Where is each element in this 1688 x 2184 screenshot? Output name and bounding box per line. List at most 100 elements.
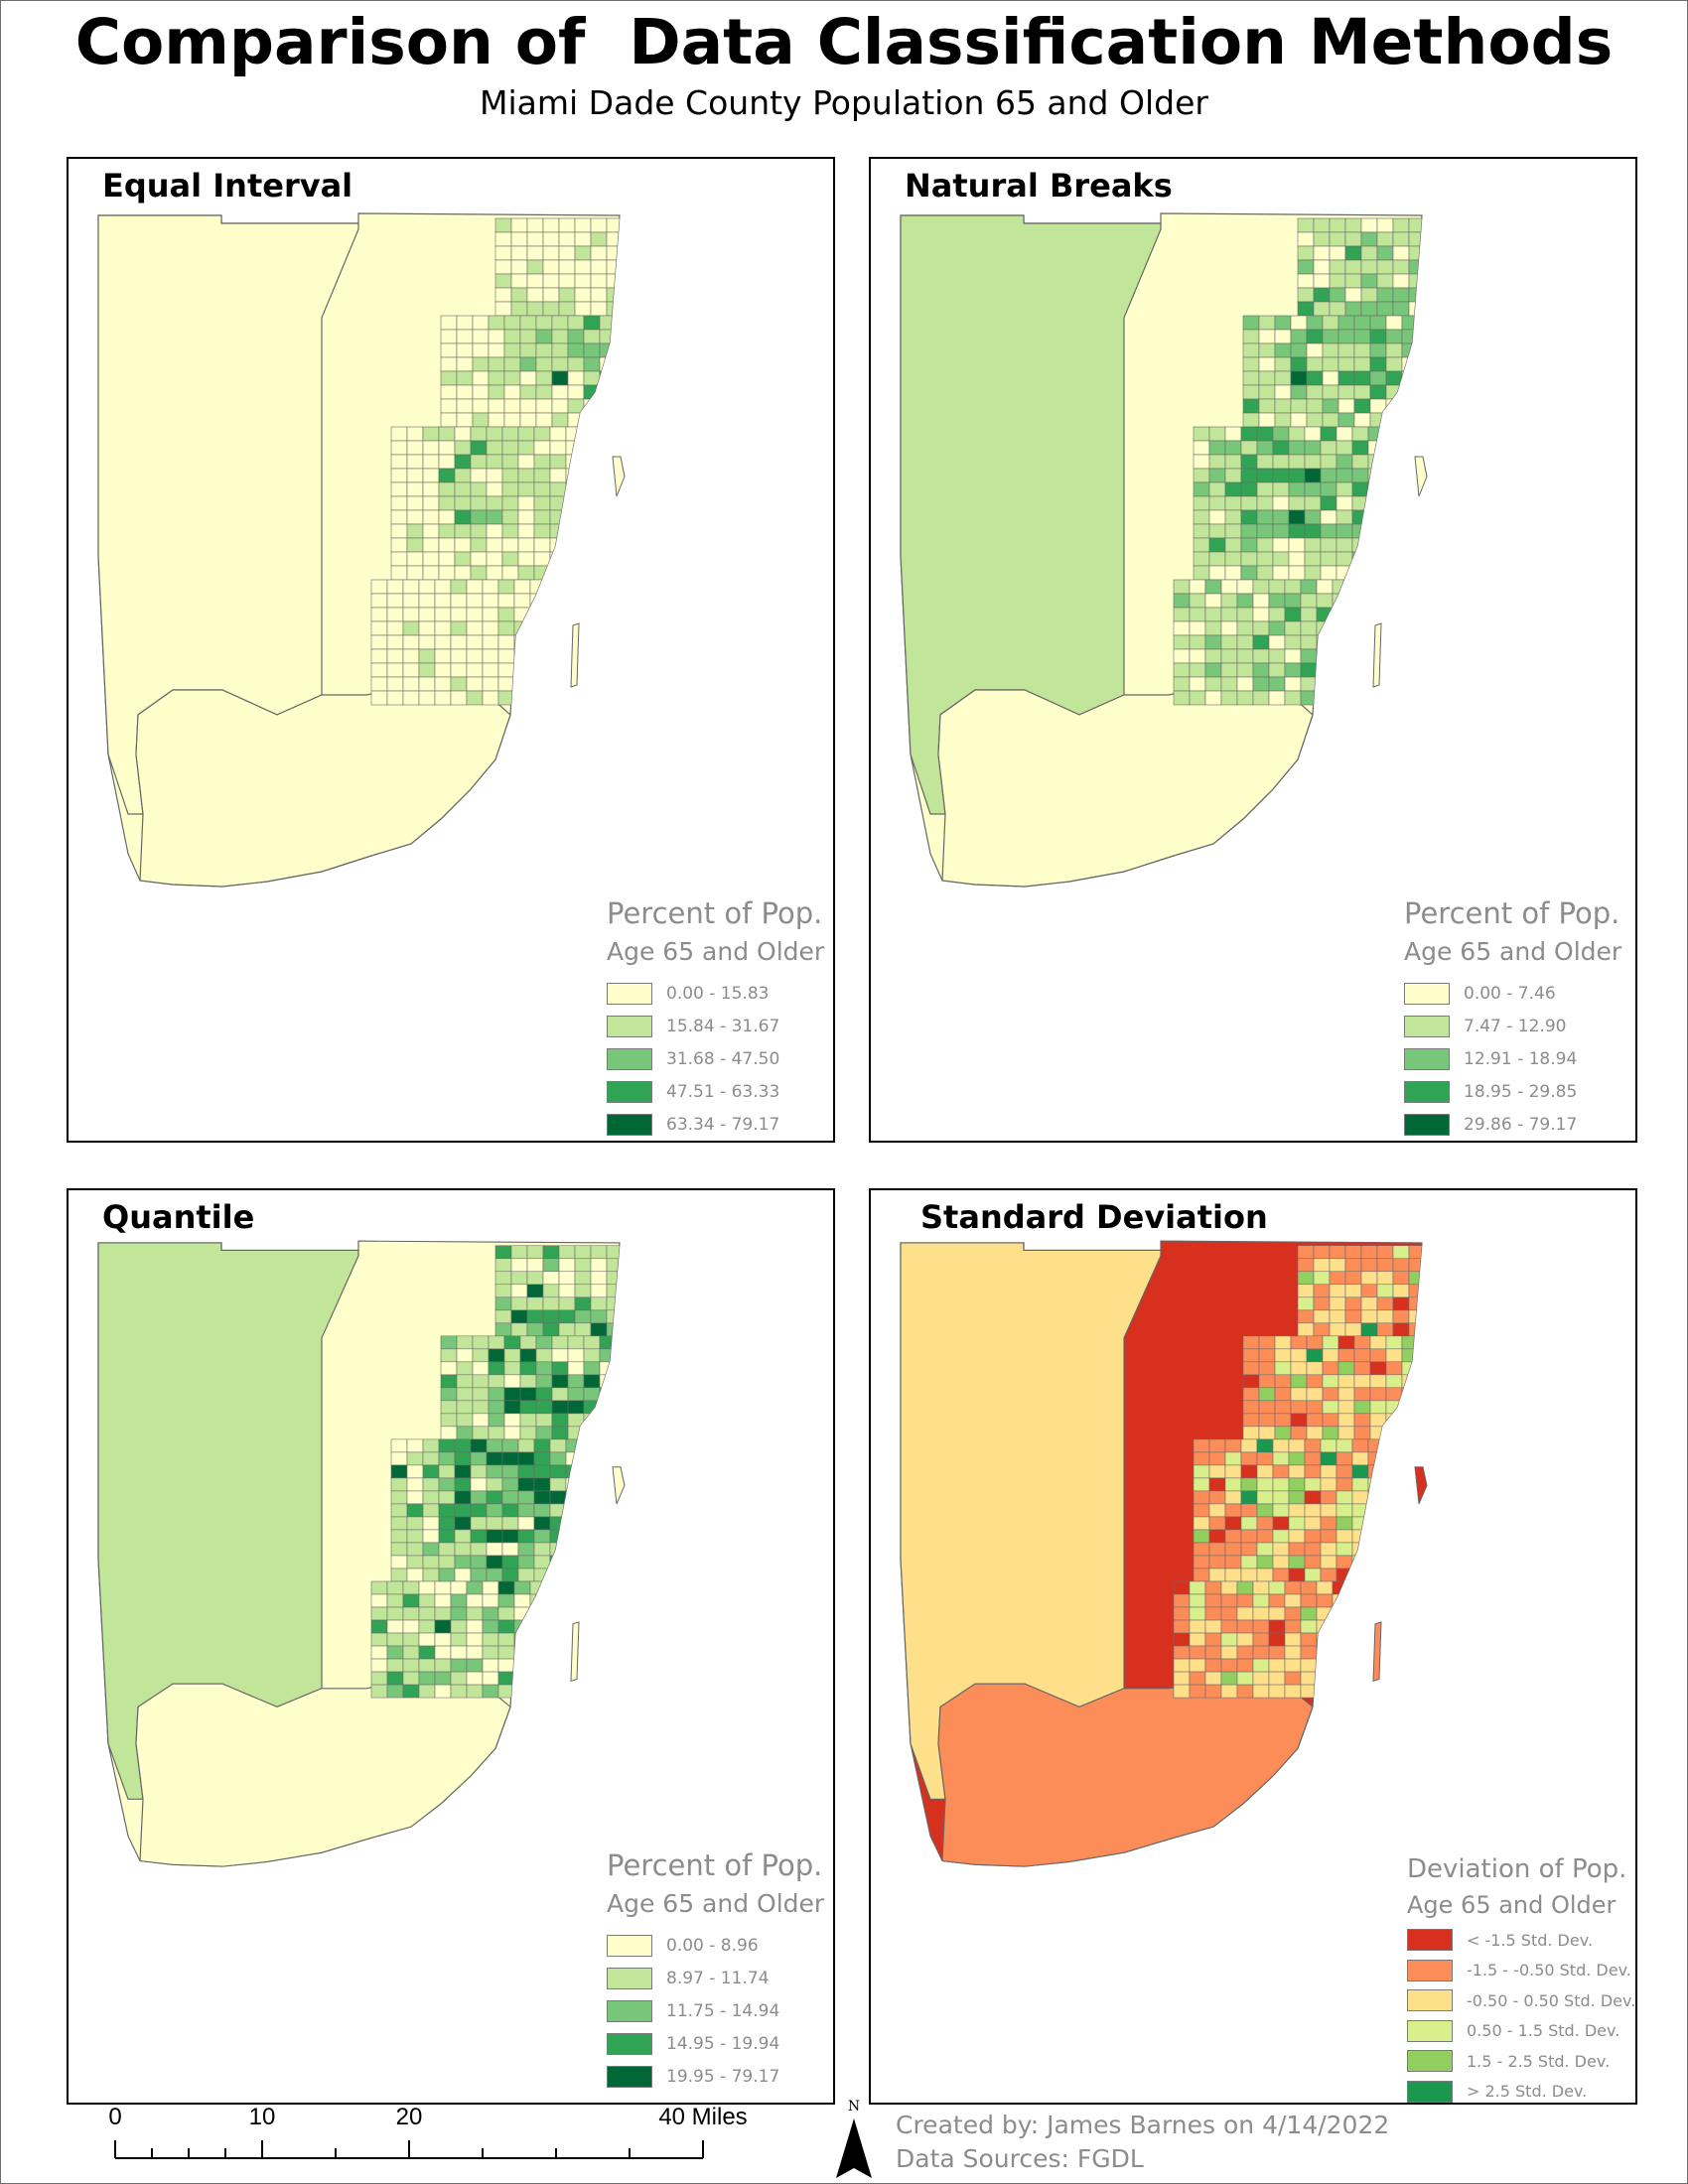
tract xyxy=(613,1503,620,1518)
tract xyxy=(466,1606,484,1621)
tract xyxy=(581,1477,599,1492)
tract xyxy=(1274,1387,1292,1402)
tract xyxy=(370,620,388,636)
tract xyxy=(418,1593,436,1608)
tract xyxy=(1173,1632,1191,1647)
tract xyxy=(599,1413,617,1428)
tract xyxy=(1316,1671,1334,1686)
tract xyxy=(454,440,472,456)
tract xyxy=(590,1297,608,1311)
tract xyxy=(609,1619,620,1634)
tract xyxy=(1367,1542,1385,1557)
tract xyxy=(1383,1477,1401,1492)
tract xyxy=(454,468,472,483)
tract xyxy=(466,1593,484,1608)
tract xyxy=(1417,342,1422,358)
tract xyxy=(1236,1658,1254,1673)
tract xyxy=(1204,648,1222,664)
tract xyxy=(1297,1297,1315,1311)
tract xyxy=(1367,495,1385,511)
tract xyxy=(1401,1426,1419,1440)
tract xyxy=(1204,1619,1222,1634)
tract xyxy=(1240,551,1258,567)
tract xyxy=(1306,1335,1324,1350)
tract xyxy=(1383,495,1401,511)
tract xyxy=(1395,1606,1413,1621)
tract xyxy=(1399,1477,1417,1492)
tract xyxy=(561,593,579,609)
tract xyxy=(577,648,595,664)
tract xyxy=(558,1271,576,1286)
scale-tick-label: 20 xyxy=(396,2104,423,2130)
tract xyxy=(1383,454,1401,470)
tract xyxy=(402,620,420,636)
tract xyxy=(513,634,531,650)
tract xyxy=(450,1658,468,1673)
southern-tract xyxy=(937,674,1314,887)
tract xyxy=(1411,1593,1422,1608)
tract xyxy=(1193,1490,1210,1505)
tract xyxy=(517,426,535,442)
tract xyxy=(1274,1361,1292,1376)
legend-item: 15.84 - 31.67 xyxy=(607,1010,824,1042)
tract xyxy=(567,1426,585,1440)
tract xyxy=(1425,232,1441,246)
tract xyxy=(402,690,420,706)
tract xyxy=(1401,1413,1419,1428)
legend-label: 12.91 - 18.94 xyxy=(1464,1048,1578,1069)
tract xyxy=(1258,384,1276,400)
tract xyxy=(450,579,468,595)
tract xyxy=(597,495,615,511)
tract xyxy=(1399,426,1417,442)
tract xyxy=(482,690,499,706)
tract xyxy=(1376,245,1394,261)
tract xyxy=(517,1568,535,1582)
tract xyxy=(1383,1438,1401,1453)
tract xyxy=(386,662,404,678)
tract xyxy=(606,1284,620,1298)
tract xyxy=(1242,1361,1260,1376)
tract xyxy=(1332,1658,1349,1673)
tract xyxy=(1258,315,1276,331)
tract xyxy=(1399,1451,1417,1466)
tract xyxy=(1288,1464,1306,1479)
tract xyxy=(456,370,474,386)
tract xyxy=(501,1555,519,1570)
tract xyxy=(501,509,519,525)
tract xyxy=(574,287,592,303)
tract xyxy=(590,1245,608,1260)
tract xyxy=(565,1490,583,1505)
tract xyxy=(1274,398,1292,414)
tract xyxy=(565,426,583,442)
tract xyxy=(1320,1555,1337,1570)
tract xyxy=(1392,1309,1410,1324)
tract xyxy=(434,1658,452,1673)
tract xyxy=(1353,1413,1371,1428)
tract xyxy=(497,1580,515,1595)
tract xyxy=(623,1285,638,1297)
tract xyxy=(494,1284,512,1298)
tract xyxy=(1376,1297,1394,1311)
legend-subtitle: Age 65 and Older xyxy=(1404,937,1622,966)
tract xyxy=(1385,329,1403,344)
tract xyxy=(1353,370,1371,386)
tract xyxy=(501,495,519,511)
tract xyxy=(1383,1568,1401,1582)
tract xyxy=(1425,274,1441,288)
tract xyxy=(1189,662,1206,678)
tract xyxy=(1322,329,1339,344)
tract xyxy=(1288,495,1306,511)
tract xyxy=(542,259,560,275)
tract xyxy=(1316,1632,1334,1647)
tract xyxy=(519,315,537,331)
tract xyxy=(561,690,579,706)
tract xyxy=(450,620,468,636)
tract xyxy=(1336,1464,1353,1479)
tract xyxy=(1242,1426,1260,1440)
tract xyxy=(1379,579,1397,595)
tract xyxy=(402,1593,420,1608)
tract xyxy=(593,1658,611,1673)
tract xyxy=(1274,356,1292,372)
tract xyxy=(1173,607,1191,622)
tract xyxy=(450,1580,468,1595)
